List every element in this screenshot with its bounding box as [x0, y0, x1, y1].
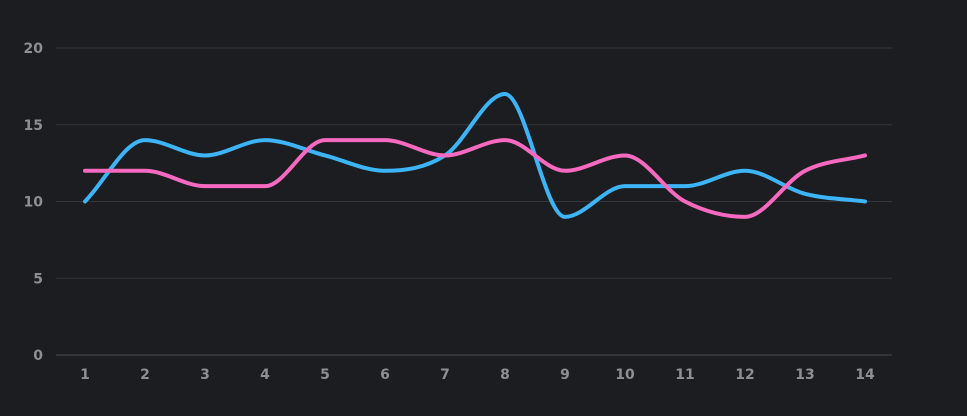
y-tick-label-10: 10	[24, 195, 44, 211]
x-tick-label-3: 3	[200, 367, 210, 383]
x-axis-ticks: 1 2 3 4 5 6 7 8 9 10 11 12 13 14	[80, 367, 875, 383]
x-tick-label-14: 14	[855, 367, 875, 383]
y-axis-ticks: 0 5 10 15 20	[24, 41, 44, 364]
grid-layer	[56, 47, 892, 356]
x-tick-label-9: 9	[560, 367, 570, 383]
x-tick-label-7: 7	[440, 367, 450, 383]
series-line-2	[83, 138, 867, 219]
series-layer	[83, 92, 867, 219]
x-tick-label-2: 2	[140, 367, 150, 383]
y-tick-label-15: 15	[24, 118, 43, 134]
x-tick-label-1: 1	[80, 367, 90, 383]
x-tick-label-11: 11	[675, 367, 694, 383]
y-tick-label-0: 0	[33, 348, 43, 364]
x-tick-label-8: 8	[500, 367, 510, 383]
x-tick-label-12: 12	[735, 367, 754, 383]
y-tick-label-5: 5	[33, 271, 43, 287]
series-line-1	[83, 92, 867, 219]
x-tick-label-4: 4	[260, 367, 270, 383]
x-tick-label-6: 6	[380, 367, 390, 383]
x-tick-label-10: 10	[615, 367, 635, 383]
y-tick-label-20: 20	[24, 41, 44, 57]
x-tick-label-5: 5	[320, 367, 330, 383]
x-tick-label-13: 13	[795, 367, 814, 383]
